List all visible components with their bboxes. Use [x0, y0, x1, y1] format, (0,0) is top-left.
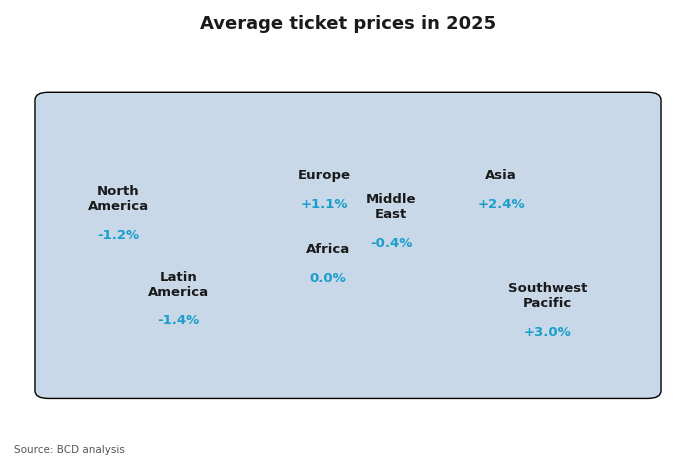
Text: +1.1%: +1.1% [301, 198, 349, 211]
Text: Asia: Asia [485, 169, 517, 182]
Text: +2.4%: +2.4% [477, 198, 525, 211]
Text: Source: BCD analysis: Source: BCD analysis [14, 444, 125, 454]
Text: 0.0%: 0.0% [310, 271, 347, 284]
Title: Average ticket prices in 2025: Average ticket prices in 2025 [200, 15, 496, 33]
Text: Africa: Africa [306, 243, 350, 256]
Text: -1.4%: -1.4% [157, 313, 199, 326]
Text: Southwest
Pacific: Southwest Pacific [508, 282, 587, 310]
Text: Middle
East: Middle East [366, 193, 416, 221]
Text: -0.4%: -0.4% [370, 236, 413, 249]
Text: -1.2%: -1.2% [97, 228, 139, 241]
Text: Latin
America: Latin America [148, 270, 209, 298]
Text: Europe: Europe [298, 169, 351, 182]
Text: +3.0%: +3.0% [524, 325, 571, 338]
Text: North
America: North America [88, 185, 149, 213]
FancyBboxPatch shape [35, 93, 661, 399]
